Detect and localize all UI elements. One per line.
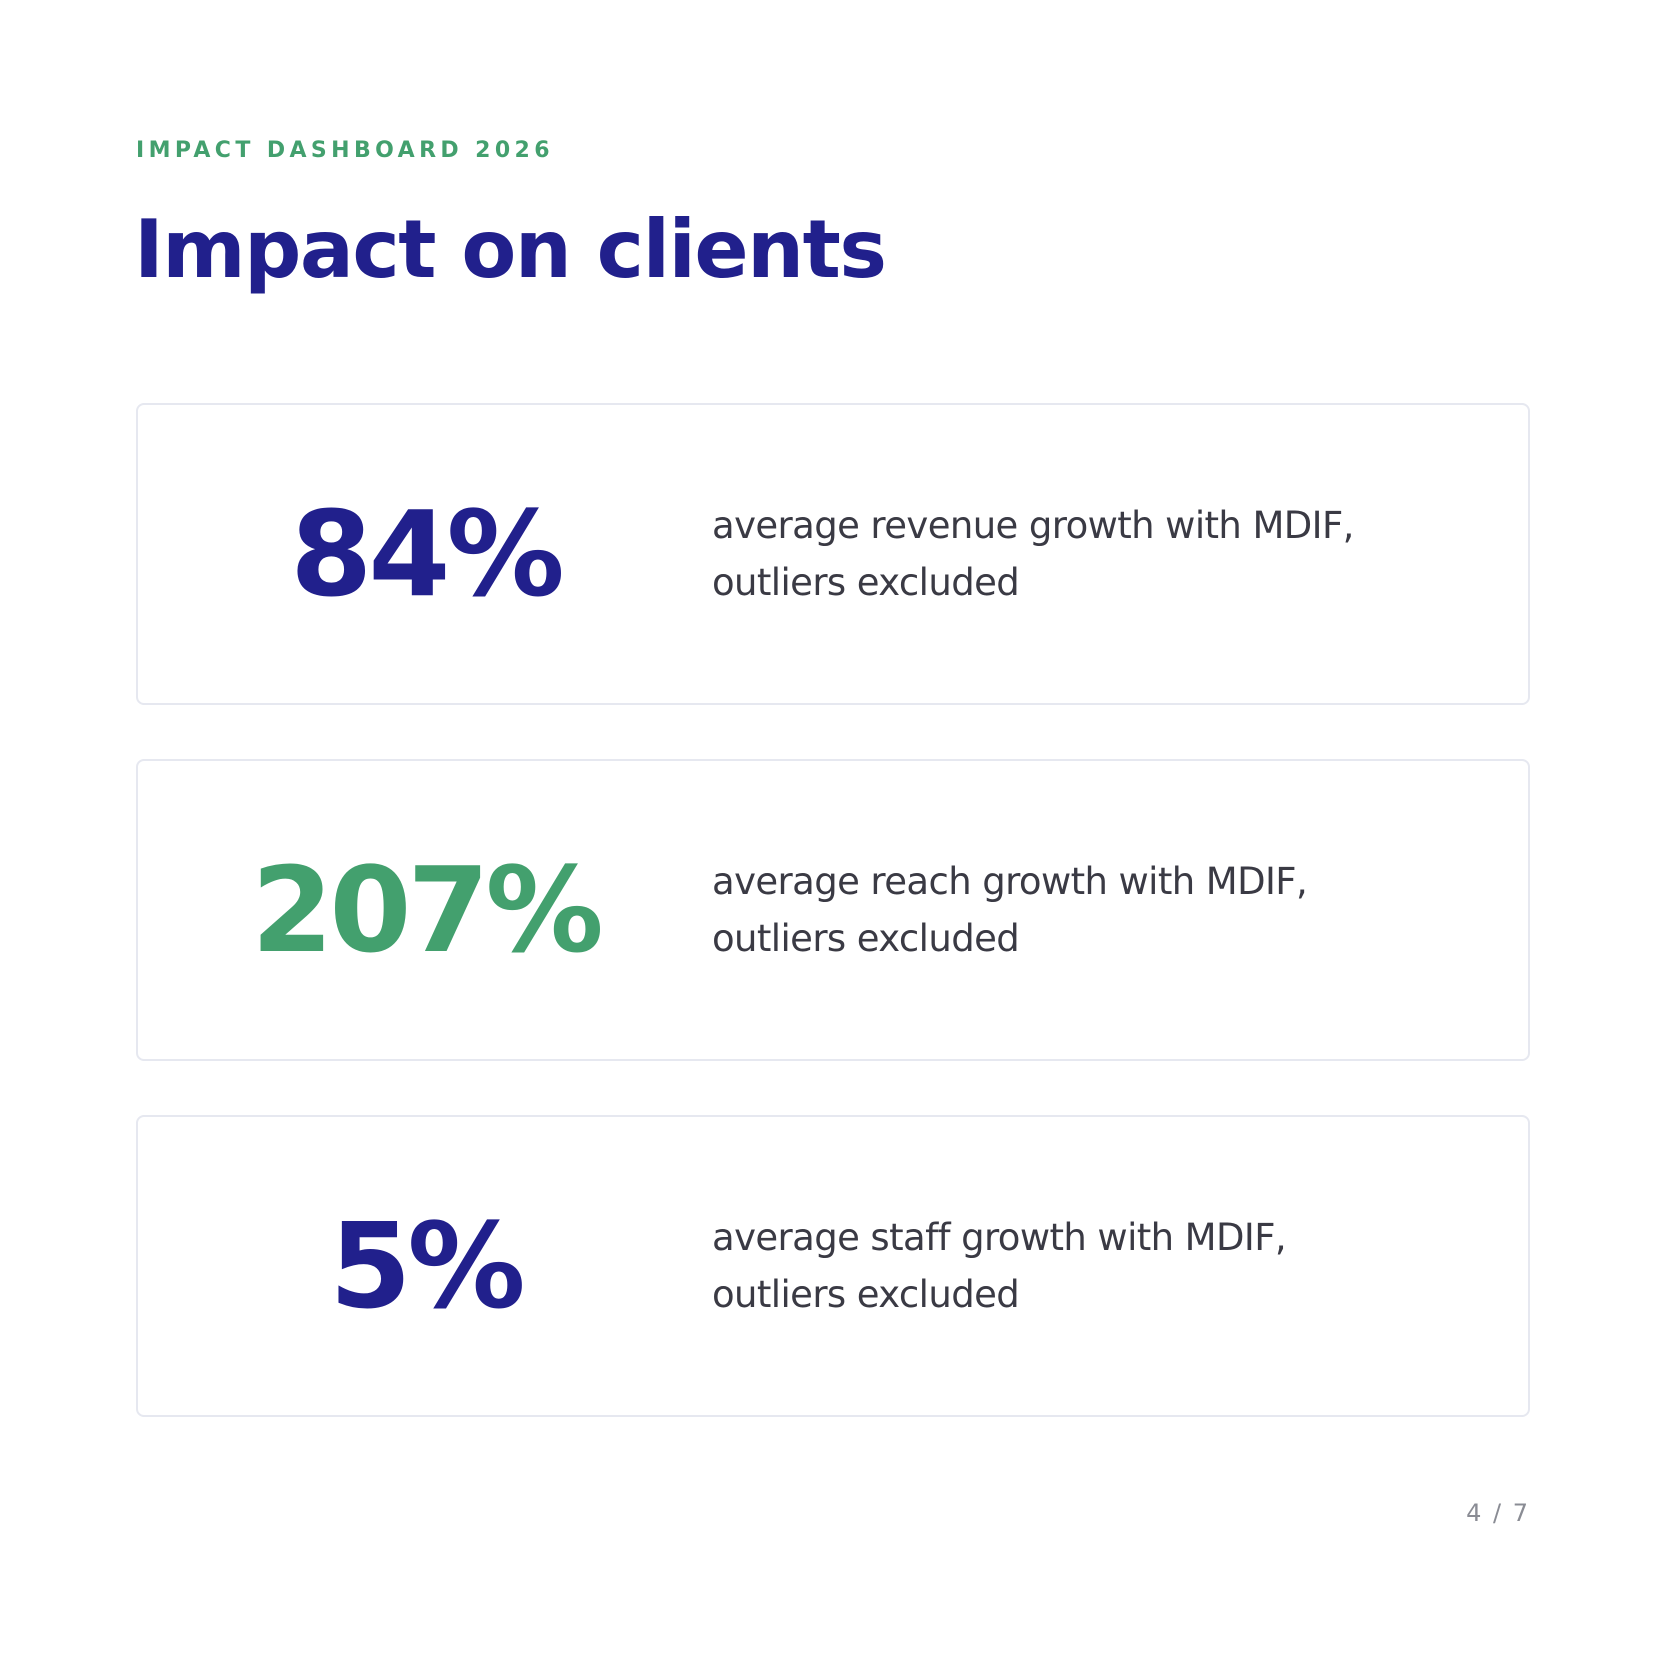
stat-value: 5% [329,1197,525,1335]
eyebrow-label: IMPACT DASHBOARD 2026 [136,138,554,163]
stat-description-line: average revenue growth with MDIF, [712,504,1354,547]
page-number: 4 / 7 [1466,1499,1530,1527]
stat-description: average revenue growth with MDIF, outlier… [712,405,1472,703]
stat-description-line: outliers excluded [712,561,1020,604]
stat-description: average staff growth with MDIF, outliers … [712,1117,1472,1415]
stat-value: 207% [251,841,604,979]
stat-description-lines: average reach growth with MDIF, outliers … [712,853,1308,967]
stat-description-line: average staff growth with MDIF, [712,1216,1287,1259]
stat-card-revenue: 84% average revenue growth with MDIF, out… [136,403,1530,705]
stat-description-lines: average revenue growth with MDIF, outlier… [712,497,1354,611]
stat-description-line: outliers excluded [712,917,1020,960]
stat-description-line: outliers excluded [712,1273,1020,1316]
stat-description-lines: average staff growth with MDIF, outliers … [712,1209,1287,1323]
stat-value: 84% [290,485,564,623]
stat-card-staff: 5% average staff growth with MDIF, outlie… [136,1115,1530,1417]
stat-list: 84% average revenue growth with MDIF, out… [136,403,1530,1471]
stat-card-reach: 207% average reach growth with MDIF, outl… [136,759,1530,1061]
page-title: Impact on clients [134,203,887,296]
stat-description: average reach growth with MDIF, outliers … [712,761,1472,1059]
stat-description-line: average reach growth with MDIF, [712,860,1308,903]
